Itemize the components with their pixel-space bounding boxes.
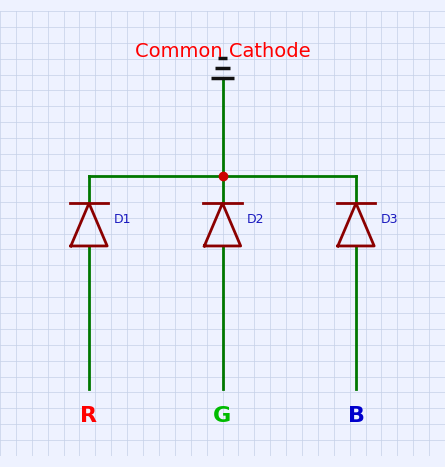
Text: Common Cathode: Common Cathode: [135, 42, 310, 61]
Text: B: B: [348, 406, 364, 426]
Text: D1: D1: [113, 213, 131, 226]
Text: R: R: [81, 406, 97, 426]
Text: G: G: [213, 406, 232, 426]
Text: D2: D2: [247, 213, 264, 226]
Text: D3: D3: [380, 213, 398, 226]
